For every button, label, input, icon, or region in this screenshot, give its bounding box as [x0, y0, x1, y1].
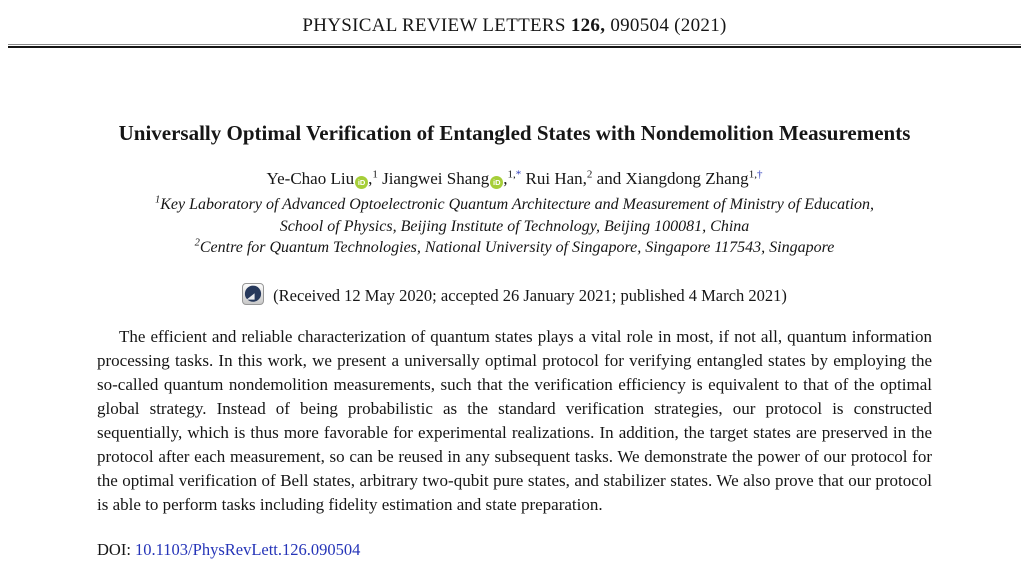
author-line: Ye-Chao Liu iD ,1 Jiangwei Shang iD ,1,* Rui…: [0, 168, 1029, 190]
author-name: Xiangdong Zhang: [625, 169, 749, 188]
affiliations: 1Key Laboratory of Advanced Optoelectron…: [0, 194, 1029, 259]
header-rule: [8, 44, 1021, 48]
author-affil-ref: 1,: [507, 168, 516, 181]
author: Xiangdong Zhang1,†: [625, 169, 762, 188]
crossmark-icon[interactable]: [242, 282, 265, 310]
author-affil-ref: 1: [372, 168, 378, 181]
author: Rui Han,2: [525, 168, 593, 188]
journal-volume: 126,: [570, 15, 606, 36]
author-name: Jiangwei Shang: [382, 169, 490, 188]
author-name: Rui Han: [525, 169, 583, 188]
journal-article-number: 090504 (2021): [610, 15, 727, 36]
author: Jiangwei Shang iD ,1,*: [382, 168, 522, 189]
author-name: Ye-Chao Liu: [266, 169, 355, 188]
footnote-link[interactable]: *: [515, 168, 522, 181]
footnote-link[interactable]: †: [756, 168, 763, 181]
journal-name: PHYSICAL REVIEW LETTERS: [302, 15, 566, 36]
affiliation-line: 2Centre for Quantum Technologies, Nation…: [194, 237, 835, 256]
author: Ye-Chao Liu iD ,1: [266, 168, 378, 189]
affiliation-line: School of Physics, Beijing Institute of …: [279, 217, 750, 235]
journal-header: PHYSICAL REVIEW LETTERS 126, 090504 (202…: [0, 0, 1029, 39]
orcid-icon[interactable]: iD: [355, 176, 369, 189]
affiliation-line: 1Key Laboratory of Advanced Optoelectron…: [154, 194, 875, 213]
abstract-text: The efficient and reliable characterizat…: [97, 326, 932, 514]
doi-label: DOI:: [97, 539, 131, 559]
author-affil-ref: 2: [586, 168, 593, 181]
received-row: (Received 12 May 2020; accepted 26 Janua…: [0, 282, 1029, 310]
orcid-icon[interactable]: iD: [490, 176, 504, 189]
doi-link[interactable]: 10.1103/PhysRevLett.126.090504: [135, 539, 361, 559]
doi-line: DOI: 10.1103/PhysRevLett.126.090504: [97, 540, 932, 560]
author-conjunction: and: [596, 169, 622, 188]
author-affil-ref: 1,: [748, 168, 757, 181]
page-title: Universally Optimal Verification of Enta…: [118, 121, 911, 145]
dates-line: (Received 12 May 2020; accepted 26 Janua…: [273, 286, 787, 305]
